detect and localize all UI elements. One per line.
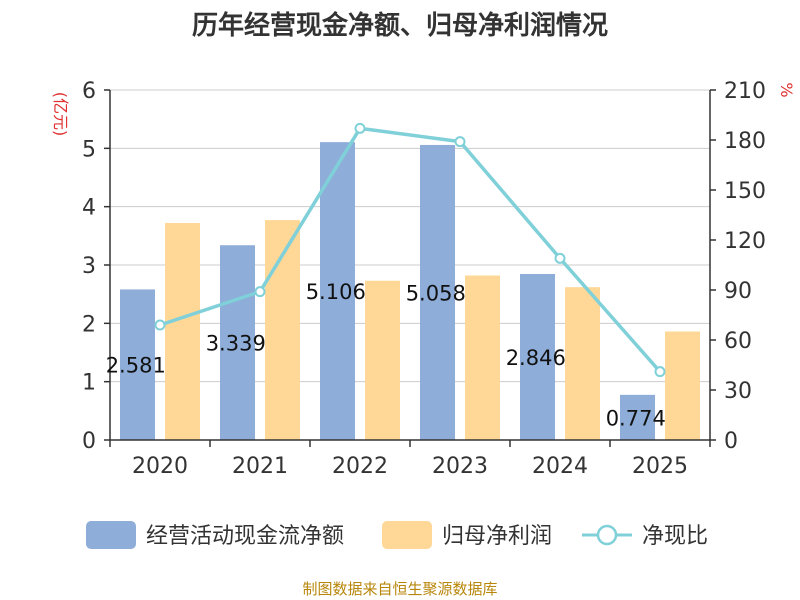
left-axis-tick-label: 3 — [82, 254, 96, 279]
right-axis-tick-label: 210 — [724, 79, 766, 104]
data-label-cashflow: 5.058 — [406, 281, 466, 305]
ratio-line-path — [159, 126, 662, 373]
chart-title: 历年经营现金净额、归母净利润情况 — [192, 10, 608, 41]
bar-net-profit — [365, 280, 400, 440]
legend-label-net-profit: 归母净利润 — [442, 524, 552, 549]
left-axis-tick-label: 5 — [82, 137, 96, 162]
right-axis-tick-label: 180 — [724, 129, 766, 154]
data-label-cashflow: 2.581 — [106, 354, 166, 378]
ratio-point — [454, 136, 466, 148]
x-axis-tick-label: 2020 — [132, 454, 188, 479]
right-axis-unit: % — [777, 82, 796, 97]
bar-cashflow — [320, 142, 355, 440]
legend-label-cashflow: 经营活动现金流净额 — [146, 524, 344, 549]
legend-swatch-cashflow — [86, 521, 136, 549]
data-labels: 2.581 3.339 5.106 5.058 2.846 0.774 — [106, 280, 666, 430]
left-axis-tick-label: 6 — [82, 79, 96, 104]
left-axis-tick-label: 4 — [82, 196, 96, 221]
ratio-point — [154, 319, 166, 331]
data-label-cashflow: 2.846 — [506, 346, 566, 370]
bar-net-profit — [465, 275, 500, 440]
data-label-cashflow: 3.339 — [206, 332, 266, 356]
ratio-point — [254, 286, 266, 298]
x-axis-tick-label: 2024 — [532, 454, 588, 479]
ratio-point — [554, 252, 566, 264]
left-axis-tick-label: 0 — [82, 429, 96, 454]
x-axis-tick-label: 2021 — [232, 454, 288, 479]
right-axis-tick-label: 150 — [724, 179, 766, 204]
left-axis-tick-label: 2 — [82, 312, 96, 337]
bars — [120, 142, 700, 440]
bar-net-profit — [165, 223, 200, 440]
right-axis-tick-label: 60 — [724, 329, 752, 354]
x-axis-tick-label: 2022 — [332, 454, 388, 479]
left-axis-tick-label: 1 — [82, 371, 96, 396]
right-axis-tick-label: 120 — [724, 229, 766, 254]
legend: 经营活动现金流净额 归母净利润 净现比 — [86, 521, 708, 549]
right-axis-tick-label: 0 — [724, 429, 738, 454]
bar-cashflow — [120, 289, 155, 440]
bar-net-profit — [565, 287, 600, 440]
left-axis-unit: (亿元) — [51, 92, 70, 137]
bar-net-profit — [665, 331, 700, 440]
legend-swatch-ratio-marker — [596, 524, 618, 546]
x-axis-tick-label: 2023 — [432, 454, 488, 479]
bar-cashflow — [220, 245, 255, 440]
legend-swatch-net-profit — [382, 521, 432, 549]
right-axis-tick-label: 90 — [724, 279, 752, 304]
source-note: 制图数据来自恒生聚源数据库 — [302, 580, 497, 598]
right-axis-tick-label: 30 — [724, 379, 752, 404]
gridlines — [110, 89, 710, 383]
bar-cashflow — [520, 273, 555, 440]
data-label-cashflow: 0.774 — [606, 406, 666, 430]
ratio-line — [154, 122, 666, 378]
legend-label-ratio: 净现比 — [642, 524, 708, 549]
bar-cashflow — [620, 394, 655, 440]
x-axis-tick-label: 2025 — [632, 454, 688, 479]
ratio-point — [354, 122, 366, 134]
ratio-point — [654, 366, 666, 378]
bar-cashflow — [420, 144, 455, 440]
data-label-cashflow: 5.106 — [306, 280, 366, 304]
